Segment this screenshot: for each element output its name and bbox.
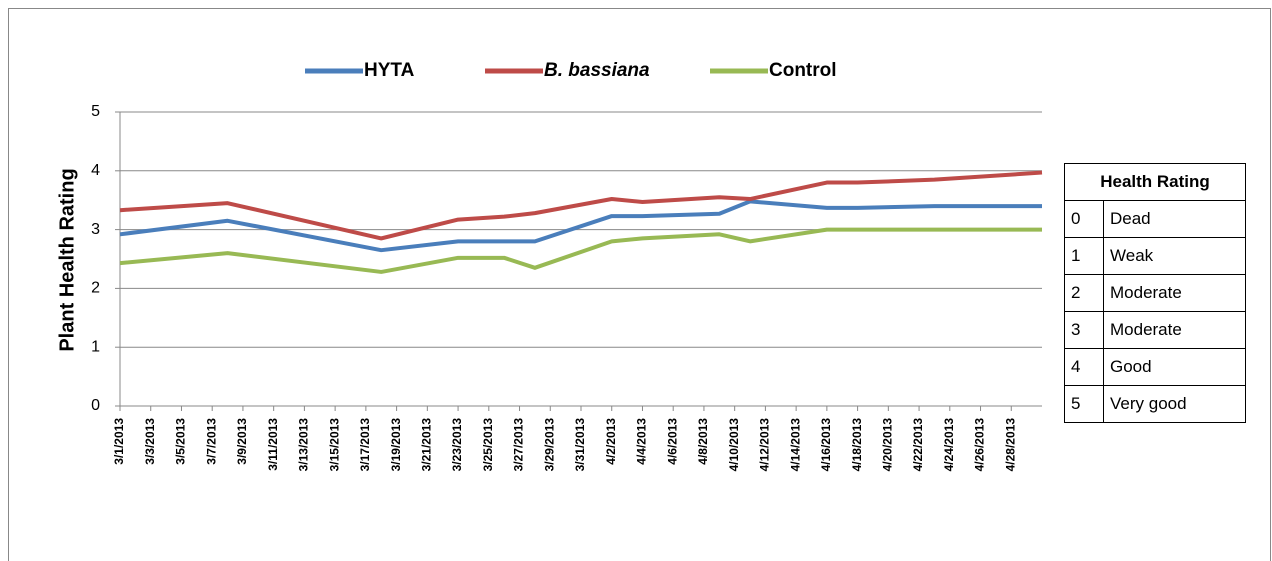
- rating-value: 1: [1064, 237, 1104, 275]
- x-tick-label: 4/12/2013: [758, 418, 772, 472]
- chart-border: [8, 8, 1271, 561]
- y-tick-label: 1: [91, 338, 100, 355]
- y-tick-label: 3: [91, 221, 100, 238]
- table-row: 0 Dead: [1064, 200, 1246, 238]
- x-tick-label: 3/17/2013: [358, 418, 372, 472]
- y-tick-label: 2: [91, 280, 100, 297]
- legend-label: HYTA: [364, 60, 415, 81]
- rating-label: Good: [1103, 348, 1246, 386]
- y-tick-label: 5: [91, 103, 100, 120]
- x-tick-label: 4/2/2013: [604, 418, 618, 465]
- x-tick-label: 3/25/2013: [481, 418, 495, 472]
- rating-label: Weak: [1103, 237, 1246, 275]
- rating-label: Moderate: [1103, 274, 1246, 312]
- x-tick-label: 4/10/2013: [727, 418, 741, 472]
- health-table: Health Rating 0 Dead 1 Weak 2 Moderate 3 Modera…: [1064, 163, 1246, 423]
- x-tick-label: 3/13/2013: [297, 418, 311, 472]
- x-tick-label: 3/7/2013: [204, 418, 218, 465]
- rating-value: 4: [1064, 348, 1104, 386]
- series-line: [119, 170, 1043, 241]
- y-axis-title: Plant Health Rating: [56, 168, 78, 351]
- x-tick-label: 4/22/2013: [911, 418, 925, 472]
- x-tick-label: 4/28/2013: [1003, 418, 1017, 472]
- table-row: 2 Moderate: [1064, 274, 1246, 312]
- x-tick-label: 4/26/2013: [973, 418, 987, 472]
- table-header-row: Health Rating: [1064, 163, 1246, 201]
- x-tick-label: 3/19/2013: [389, 418, 403, 472]
- x-tick-label: 3/5/2013: [174, 418, 188, 465]
- x-tick-label: 4/20/2013: [881, 418, 895, 472]
- x-tick-label: 4/8/2013: [696, 418, 710, 465]
- x-tick-label: 3/29/2013: [542, 418, 556, 472]
- x-tick-label: 3/11/2013: [266, 418, 280, 471]
- x-tick-label: 3/31/2013: [573, 418, 587, 472]
- x-tick-label: 4/6/2013: [665, 418, 679, 465]
- x-tick-label: 3/3/2013: [143, 418, 157, 465]
- series-line: [119, 227, 1042, 274]
- x-tick-label: 3/9/2013: [235, 418, 249, 465]
- y-tick-label: 0: [91, 397, 100, 414]
- series-line: [119, 199, 1042, 253]
- table-row: 4 Good: [1064, 348, 1246, 386]
- y-tick-label: 4: [91, 162, 100, 179]
- x-tick-label: 3/1/2013: [112, 418, 126, 465]
- x-tick-label: 4/16/2013: [819, 418, 833, 472]
- x-tick-label: 4/4/2013: [635, 418, 649, 465]
- x-tick-label: 3/15/2013: [327, 418, 341, 472]
- table-row: 1 Weak: [1064, 237, 1246, 275]
- table-row: 5 Very good: [1064, 385, 1246, 423]
- table-title: Health Rating: [1064, 163, 1246, 201]
- rating-label: Dead: [1103, 200, 1246, 238]
- x-tick-label: 4/18/2013: [850, 418, 864, 472]
- rating-value: 0: [1064, 200, 1104, 238]
- table-row: 3 Moderate: [1064, 311, 1246, 349]
- legend-label: Control: [769, 60, 837, 81]
- legend-label: B. bassiana: [544, 60, 650, 81]
- rating-value: 3: [1064, 311, 1104, 349]
- x-tick-label: 3/21/2013: [420, 418, 434, 472]
- rating-value: 2: [1064, 274, 1104, 312]
- x-tick-label: 3/27/2013: [512, 418, 526, 472]
- rating-value: 5: [1064, 385, 1104, 423]
- x-tick-label: 3/23/2013: [450, 418, 464, 472]
- rating-label: Moderate: [1103, 311, 1246, 349]
- x-tick-label: 4/24/2013: [942, 418, 956, 472]
- x-tick-label: 4/14/2013: [788, 418, 802, 472]
- rating-label: Very good: [1103, 385, 1246, 423]
